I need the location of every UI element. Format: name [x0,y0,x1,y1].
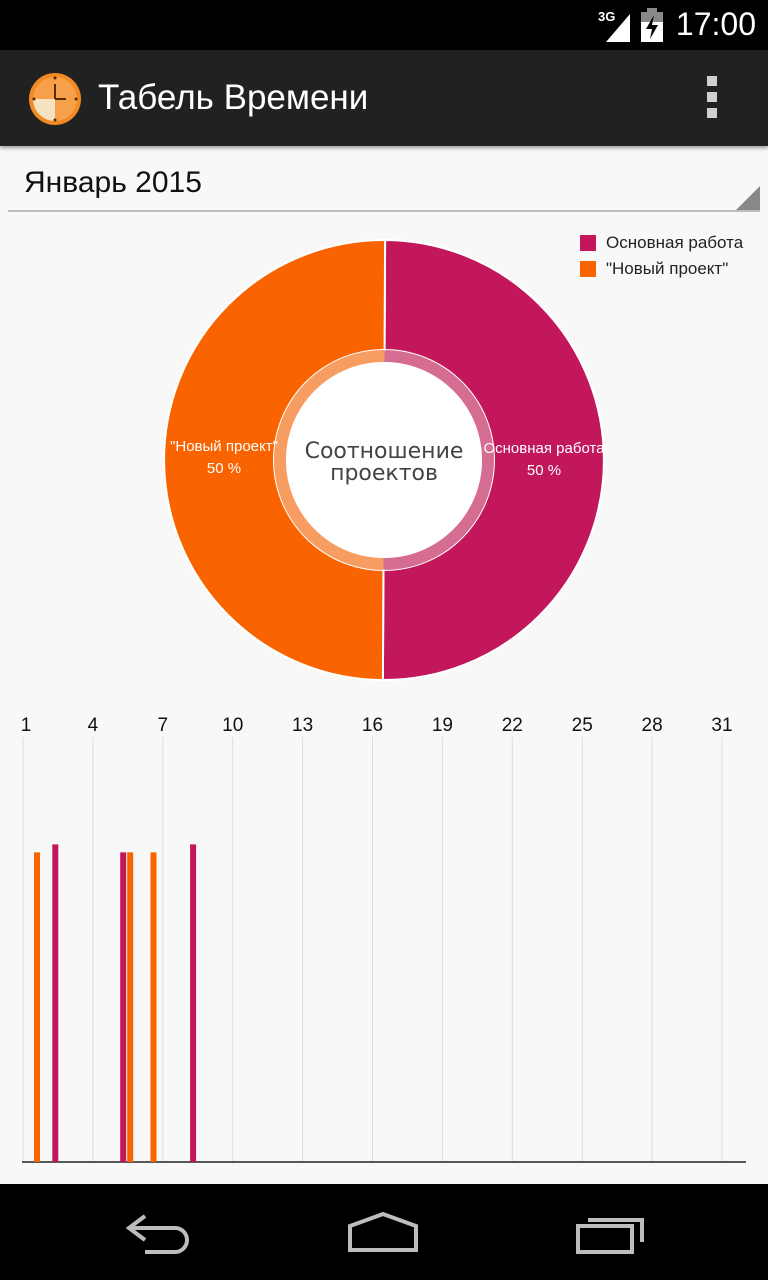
action-bar: Табель Времени [0,50,768,146]
pie-slice-percent: 50 % [207,460,241,477]
project-ratio-chart: Основная работа 50 % "Новый проект" 50 % Соо… [0,220,768,700]
overflow-menu-icon[interactable] [700,76,724,122]
bar [120,852,127,1162]
x-tick-label: 31 [711,715,732,736]
recent-apps-icon[interactable] [566,1210,656,1254]
battery-charging-icon [641,8,663,42]
legend-item: Основная работа [580,230,743,256]
legend-item: "Новый проект" [580,256,743,282]
status-bar: 3G 17:00 [0,0,768,50]
legend-label-main-work: Основная работа [606,233,744,252]
x-tick-label: 10 [222,715,243,736]
x-tick-label: 22 [502,715,523,736]
pie-inner-band [274,350,385,570]
donut-center-label: проектов [330,461,438,486]
back-icon[interactable] [115,1210,205,1254]
chart-legend: Основная работа "Новый проект" [580,230,743,282]
legend-swatch-main-work [580,235,596,251]
clock-app-icon[interactable] [28,72,82,126]
signal-3g-icon: 3G [598,9,630,42]
x-tick-label: 1 [21,715,32,736]
month-selector-value: Январь 2015 [24,166,202,199]
pie-slice-label: "Новый проект" [170,438,278,455]
donut-center-label: Соотношение [305,439,464,464]
x-tick-label: 19 [432,715,453,736]
x-tick-label: 25 [572,715,593,736]
x-tick-label: 16 [362,715,383,736]
x-tick-label: 7 [158,715,169,736]
pie-slice-label: Основная работа [483,440,605,457]
x-tick-label: 4 [88,715,99,736]
x-tick-label: 13 [292,715,313,736]
pie-inner-band [383,350,494,570]
legend-swatch-new-project [580,261,596,277]
home-icon[interactable] [338,1210,428,1254]
pie-slice [163,239,387,682]
bar [127,852,134,1162]
dropdown-arrow-icon [736,186,760,210]
bar-chart-svg: 1 4 7 10 13 16 19 22 25 28 31 [21,715,746,1163]
bar [34,852,40,1162]
x-tick-label: 28 [642,715,663,736]
bar [150,852,157,1162]
navigation-bar [0,1184,768,1280]
legend-label-new-project: "Новый проект" [606,259,729,278]
network-type-label: 3G [598,9,615,24]
status-time: 17:00 [675,6,756,42]
bar [190,844,197,1162]
pie-slice-percent: 50 % [527,462,561,479]
daily-bar-chart: 1 4 7 10 13 16 19 22 25 28 31 [0,705,768,1175]
app-title: Табель Времени [98,78,369,117]
bar [52,844,59,1162]
month-selector[interactable]: Январь 2015 [8,160,760,212]
pie-slice [381,238,605,681]
donut-chart: Основная работа 50 % "Новый проект" 50 % Соо… [163,238,605,682]
donut-center [286,362,482,558]
